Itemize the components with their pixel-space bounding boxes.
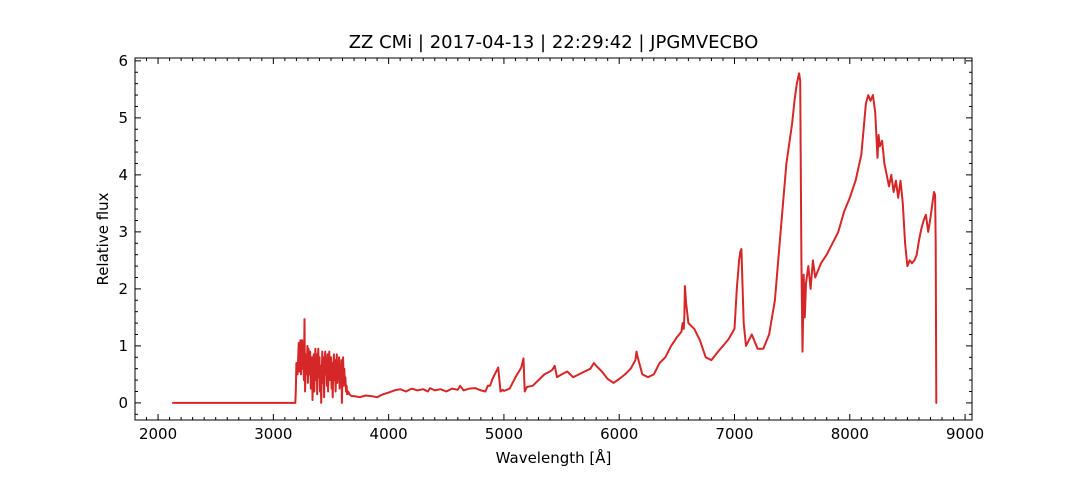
plot-frame bbox=[134, 57, 973, 421]
tick-layer: 2000 3000 4000 5000 6000 7000 8000 9000 0 1 2 3 4 5 6 bbox=[118, 52, 984, 443]
series-layer bbox=[172, 72, 938, 404]
x-tick-label: 7000 bbox=[715, 425, 753, 443]
y-tick-label: 6 bbox=[118, 52, 128, 70]
y-axis-label: Relative flux bbox=[94, 192, 112, 285]
y-tick-label: 5 bbox=[118, 109, 128, 127]
x-tick-label: 8000 bbox=[831, 425, 869, 443]
x-tick-label: 6000 bbox=[600, 425, 638, 443]
y-tick-label: 0 bbox=[118, 394, 128, 412]
spectrum-line-0 bbox=[172, 72, 938, 404]
y-tick-label: 4 bbox=[118, 166, 128, 184]
x-tick-label: 3000 bbox=[254, 425, 292, 443]
y-tick-label: 3 bbox=[118, 223, 128, 241]
x-tick-label: 5000 bbox=[485, 425, 523, 443]
x-axis-label: Wavelength [Å] bbox=[496, 448, 612, 467]
x-tick-label: 9000 bbox=[946, 425, 984, 443]
y-tick-label: 2 bbox=[118, 280, 128, 298]
chart-title: ZZ CMi | 2017-04-13 | 22:29:42 | JPGMVEC… bbox=[349, 32, 759, 53]
x-tick-label: 2000 bbox=[139, 425, 177, 443]
x-tick-label: 4000 bbox=[370, 425, 408, 443]
y-tick-label: 1 bbox=[118, 337, 128, 355]
